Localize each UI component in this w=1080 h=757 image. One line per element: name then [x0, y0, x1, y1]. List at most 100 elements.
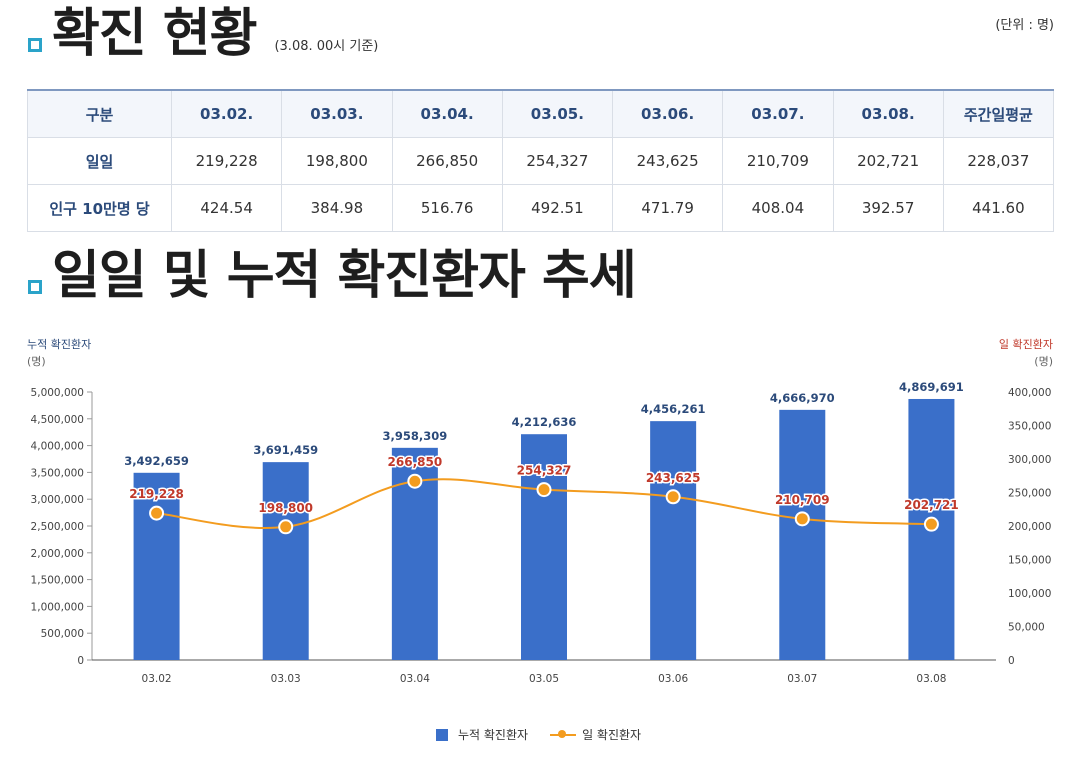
square-bullet-icon [28, 280, 42, 294]
left-tick-label: 2,500,000 [31, 521, 84, 533]
right-tick-label: 200,000 [1008, 521, 1051, 533]
left-tick-label: 1,500,000 [31, 575, 84, 587]
square-bullet-icon [28, 38, 42, 52]
bar-value-label: 3,958,309 [382, 429, 447, 443]
left-tick-label: 3,500,000 [31, 467, 84, 479]
line-value-label: 210,709 [775, 493, 830, 507]
left-tick-label: 0 [77, 655, 84, 667]
table-cell: 228,037 [942, 137, 1055, 185]
line-point [278, 519, 294, 535]
section-header-trend: 일일 및 누적 확진환자 추세 [28, 246, 637, 306]
bar-value-label: 3,691,459 [253, 443, 318, 457]
table-cell: 219,228 [170, 137, 283, 185]
right-tick-label: 100,000 [1008, 588, 1051, 600]
line-value-label: 243,625 [646, 471, 701, 485]
bar [133, 472, 180, 660]
bar-value-label: 3,492,659 [124, 454, 189, 468]
line-point [794, 511, 810, 527]
x-tick-label: 03.04 [400, 673, 430, 685]
table-header-row: 구분 03.02. 03.03. 03.04. 03.05. 03.06. 03… [27, 89, 1055, 138]
line-point [665, 489, 681, 505]
table-cell: 424.54 [170, 184, 283, 232]
left-tick-label: 500,000 [41, 628, 84, 640]
table-cell: 392.57 [832, 184, 944, 232]
legend-label: 누적 확진환자 [458, 728, 529, 742]
table-header-cell: 구분 [27, 89, 172, 138]
line-value-label: 219,228 [129, 487, 184, 501]
table-header-cell: 03.08. [832, 89, 944, 138]
line-point [149, 505, 165, 521]
line-point [407, 473, 423, 489]
section-title-trend: 일일 및 누적 확진환자 추세 [52, 246, 637, 306]
table-cell: 202,721 [832, 137, 944, 185]
table-row: 일일 219,228 198,800 266,850 254,327 243,6… [27, 137, 1055, 185]
x-tick-label: 03.06 [658, 673, 688, 685]
table-cell: 254,327 [501, 137, 614, 185]
chart-legend: 누적 확진환자 일 확진환자 [436, 726, 663, 743]
table-header-cell: 03.02. [170, 89, 283, 138]
left-tick-label: 4,000,000 [31, 441, 84, 453]
table-cell: 266,850 [391, 137, 503, 185]
table-row: 인구 10만명 당 424.54 384.98 516.76 492.51 47… [27, 184, 1055, 232]
line-point [536, 482, 552, 498]
section-title-status: 확진 현황 [52, 4, 257, 64]
bar [262, 462, 309, 660]
line-swatch-icon [550, 729, 577, 741]
right-tick-label: 300,000 [1008, 454, 1051, 466]
left-tick-label: 1,000,000 [31, 601, 84, 613]
legend-item-daily[interactable]: 일 확진환자 [550, 726, 641, 743]
table-header-cell: 03.05. [501, 89, 614, 138]
x-tick-label: 03.03 [271, 673, 301, 685]
right-tick-label: 350,000 [1008, 421, 1051, 433]
trend-chart: 누적 확진환자 (명) 일 확진환자 (명) 0 500,000 1,000,000 1,50… [27, 337, 1053, 685]
bar-value-label: 4,869,691 [899, 380, 964, 394]
right-tick-label: 250,000 [1008, 488, 1051, 500]
bar-value-label: 4,456,261 [641, 402, 706, 416]
table-cell: 492.51 [501, 184, 614, 232]
x-tick-label: 03.02 [142, 673, 172, 685]
legend-item-cumulative[interactable]: 누적 확진환자 [436, 726, 528, 743]
left-tick-label: 4,500,000 [31, 414, 84, 426]
bar-value-label: 4,666,970 [770, 391, 835, 405]
x-tick-label: 03.05 [529, 673, 559, 685]
table-cell: 408.04 [722, 184, 834, 232]
line-value-label: 254,327 [517, 464, 572, 478]
right-tick-label: 50,000 [1008, 622, 1045, 634]
legend-label: 일 확진환자 [582, 728, 642, 742]
reference-time-note: (3.08. 00시 기준) [274, 39, 379, 54]
table-cell: 243,625 [611, 137, 724, 185]
line-value-label: 202,721 [904, 498, 959, 512]
table-cell: 441.60 [942, 184, 1055, 232]
x-tick-label: 03.07 [787, 673, 817, 685]
right-axis-title: 일 확진환자 [999, 337, 1053, 351]
line-value-label: 266,850 [388, 455, 443, 469]
table-cell: 471.79 [611, 184, 724, 232]
status-table: 구분 03.02. 03.03. 03.04. 03.05. 03.06. 03… [27, 89, 1055, 232]
line-value-label: 198,800 [258, 501, 313, 515]
table-cell: 198,800 [281, 137, 393, 185]
table-cell: 384.98 [281, 184, 393, 232]
table-header-cell: 주간일평균 [942, 89, 1055, 138]
left-tick-label: 5,000,000 [31, 387, 84, 399]
section-header-status: 확진 현황 (3.08. 00시 기준) [28, 8, 378, 60]
left-tick-label: 3,000,000 [31, 494, 84, 506]
table-header-cell: 03.07. [722, 89, 834, 138]
left-axis-unit: (명) [27, 355, 46, 368]
line-point [923, 516, 939, 532]
right-tick-label: 0 [1008, 655, 1015, 667]
row-label: 일일 [27, 137, 172, 185]
bar [779, 409, 826, 660]
bar-swatch-icon [436, 728, 448, 741]
bar [521, 434, 567, 660]
left-axis-title: 누적 확진환자 [27, 338, 91, 351]
bar-value-label: 4,212,636 [512, 415, 577, 429]
row-label: 인구 10만명 당 [27, 184, 172, 232]
table-cell: 516.76 [391, 184, 503, 232]
right-tick-label: 150,000 [1008, 555, 1051, 567]
bar [650, 421, 697, 660]
unit-note: (단위 : 명) [995, 18, 1054, 33]
table-cell: 210,709 [722, 137, 834, 185]
right-tick-label: 400,000 [1008, 387, 1051, 399]
left-tick-label: 2,000,000 [31, 548, 84, 560]
table-header-cell: 03.04. [391, 89, 503, 138]
